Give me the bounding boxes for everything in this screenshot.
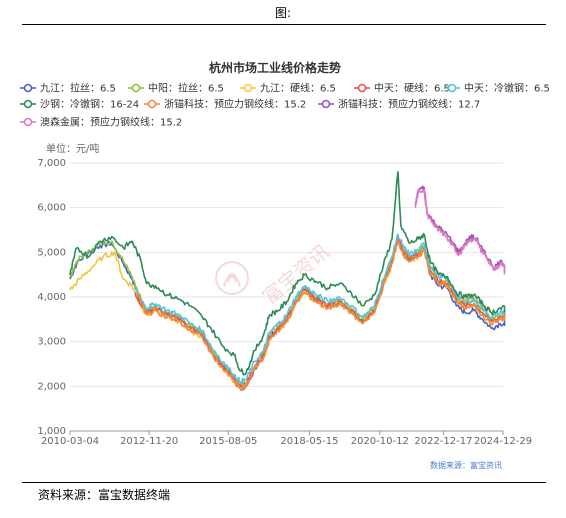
axes: 1,000 2,000 3,000 4,000 5,000 6,000 7,000 2010-… [37,158,532,447]
y-axis-unit-label: 单位：元/吨 [46,142,99,155]
y-tick-label: 5,000 [37,247,66,258]
bottom-rule [22,482,546,483]
source-note: 数据来源：富宝资讯 [430,460,502,470]
legend-swatch-marker [147,99,157,109]
chart-title: 杭州市场工业线价格走势 [209,60,341,75]
series-line [134,233,506,385]
legend-label: 九江：拉丝：6.5 [40,82,116,95]
legend-label: 中天：冷镦钢：6.5 [464,82,550,95]
y-tick-label: 3,000 [37,337,66,348]
legend-label: 中天：硬线：6.5 [374,82,450,95]
y-tick-label: 6,000 [37,203,66,214]
watermark-logo-icon [215,261,249,295]
y-tick-label: 4,000 [37,292,66,303]
legend-label: 沙钢：冷镦钢：16-24 [40,98,139,111]
watermark-flame-icon [223,273,241,287]
legend: 九江：拉丝：6.5 中阳：拉丝：6.5 九江：硬线：6.5 中天：硬线：6.5 中天：冷… [20,82,550,129]
x-tick-label: 2010-03-04 [41,436,99,447]
series-line [138,240,506,391]
legend-label: 中阳：拉丝：6.5 [148,82,224,95]
legend-swatch-marker [23,99,33,109]
top-rule [22,24,546,25]
x-tick-label: 2020-10-12 [351,436,409,447]
legend-label: 澳森金属：预应力钢绞线：15.2 [40,116,182,129]
legend-swatch-marker [357,83,367,93]
y-tick-label: 1,000 [37,426,66,437]
legend-swatch-marker [321,99,331,109]
x-tick-label: 2022-12-17 [414,436,472,447]
y-tick-label: 7,000 [37,158,66,169]
legend-label: 浙锚科技：预应力钢绞线：12.7 [338,98,480,111]
legend-label: 浙锚科技：预应力钢绞线：15.2 [164,98,306,111]
y-tick-label: 2,000 [37,381,66,392]
x-tick-label: 2015-08-05 [199,436,257,447]
x-tick-label: 2018-05-15 [280,436,338,447]
legend-swatch-marker [23,117,33,127]
series-line [414,188,506,275]
series-lines [69,171,506,391]
legend-swatch-marker [131,83,141,93]
footer-source: 资料来源：富宝数据终端 [38,488,171,502]
figure-heading: 图: [274,6,292,20]
series-line [69,171,506,376]
legend-swatch-marker [447,83,457,93]
legend-label: 九江：硬线：6.5 [260,82,336,95]
legend-swatch-marker [23,83,33,93]
x-tick-label: 2024-12-29 [474,436,532,447]
legend-swatch-marker [243,83,253,93]
x-tick-label: 2012-11-20 [120,436,178,447]
